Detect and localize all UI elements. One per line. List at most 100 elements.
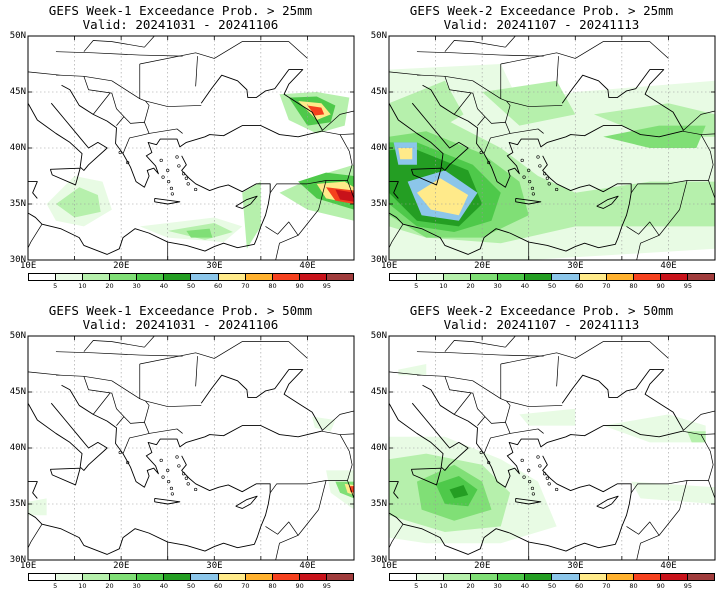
country-border <box>55 51 183 57</box>
country-border <box>321 430 354 435</box>
coastline <box>389 402 469 471</box>
country-border <box>626 180 688 236</box>
colorbar-swatch <box>498 274 526 280</box>
country-border <box>708 180 715 199</box>
island <box>528 180 532 184</box>
country-border <box>444 376 473 394</box>
island <box>170 492 174 496</box>
island <box>126 160 130 165</box>
island <box>527 168 531 172</box>
longitude-label: 40E <box>660 561 677 571</box>
country-border <box>510 428 544 434</box>
country-border <box>139 41 308 65</box>
island <box>181 172 186 176</box>
country-border <box>682 410 715 432</box>
colorbar-swatch <box>390 274 418 280</box>
colorbar-swatch <box>606 274 634 280</box>
colorbar-swatch <box>137 574 165 580</box>
panel-valid-dates: Valid: 20241107 - 20241113 <box>443 317 640 332</box>
coastline <box>28 181 38 199</box>
island <box>479 150 483 155</box>
probability-area <box>398 364 427 376</box>
country-border <box>195 56 198 87</box>
coastline <box>235 195 258 209</box>
colorbar-label: 10 <box>78 282 87 290</box>
colorbar-swatch <box>164 574 192 580</box>
country-border <box>149 428 183 434</box>
probability-area <box>519 408 576 426</box>
island <box>545 176 549 180</box>
country-border <box>28 371 61 376</box>
island <box>547 182 551 186</box>
country-border <box>83 40 145 52</box>
colorbar-label: 30 <box>493 282 502 290</box>
country-border <box>92 392 111 415</box>
country-border <box>630 480 709 494</box>
colorbar-swatch <box>56 574 84 580</box>
colorbar-swatch <box>606 574 634 580</box>
country-border <box>347 480 354 499</box>
country-border <box>444 40 506 52</box>
country-border <box>682 110 715 132</box>
colorbar-swatch <box>326 274 353 280</box>
longitude-label: 30E <box>567 261 584 271</box>
country-border <box>83 376 112 394</box>
country-border <box>500 41 669 65</box>
probability-area <box>449 484 469 499</box>
country-border <box>28 71 61 76</box>
panel-valid-dates: Valid: 20241107 - 20241113 <box>443 17 640 32</box>
longitude-label: 20E <box>474 261 491 271</box>
country-border <box>421 74 507 102</box>
latitude-label: 40N <box>370 143 387 153</box>
island <box>161 475 165 479</box>
island <box>536 155 540 159</box>
colorbar-swatch <box>444 574 472 580</box>
colorbar-label: 60 <box>214 282 223 290</box>
coastline <box>389 434 390 436</box>
colorbar-label: 70 <box>602 282 611 290</box>
colorbar-swatch <box>444 274 472 280</box>
colorbar-swatch <box>245 574 273 580</box>
probability-area <box>416 178 469 216</box>
coastline <box>596 495 619 509</box>
colorbar-label: 5 <box>414 582 419 590</box>
latitude-label: 30N <box>370 555 387 565</box>
panel-title: GEFS Week-1 Exceedance Prob. > 50mm <box>48 303 313 318</box>
island <box>522 175 526 179</box>
coastline <box>561 69 684 131</box>
country-border <box>505 100 563 123</box>
island <box>177 164 181 168</box>
coastline <box>200 69 323 131</box>
coastline <box>28 155 271 255</box>
colorbar-swatch <box>56 274 84 280</box>
probability-area <box>312 416 336 432</box>
probability-area <box>55 187 101 218</box>
island <box>175 155 179 159</box>
colorbar-swatch <box>218 574 246 580</box>
country-border <box>265 180 327 236</box>
island <box>184 176 188 180</box>
colorbar-label: 60 <box>214 582 223 590</box>
colorbar-label: 20 <box>466 282 475 290</box>
country-border <box>321 110 354 132</box>
colorbar-label: 30 <box>132 282 141 290</box>
island <box>159 458 163 462</box>
country-border <box>269 180 348 194</box>
country-border <box>144 36 155 48</box>
country-border <box>339 434 353 481</box>
coastline <box>28 102 108 171</box>
country-border <box>321 410 354 432</box>
probability-area <box>687 431 706 443</box>
coastline <box>561 369 684 431</box>
latitude-label: 30N <box>370 255 387 265</box>
island <box>538 464 542 468</box>
country-border <box>275 535 299 560</box>
island <box>542 472 547 476</box>
island <box>166 168 170 172</box>
colorbar-label: 70 <box>602 582 611 590</box>
latitude-label: 30N <box>9 255 26 265</box>
map-panel-1: GEFS Week-1 Exceedance Prob. > 25mm Valid… <box>0 0 361 299</box>
latitude-label: 40N <box>9 443 26 453</box>
country-border <box>682 430 715 435</box>
colorbar-swatch <box>137 274 165 280</box>
